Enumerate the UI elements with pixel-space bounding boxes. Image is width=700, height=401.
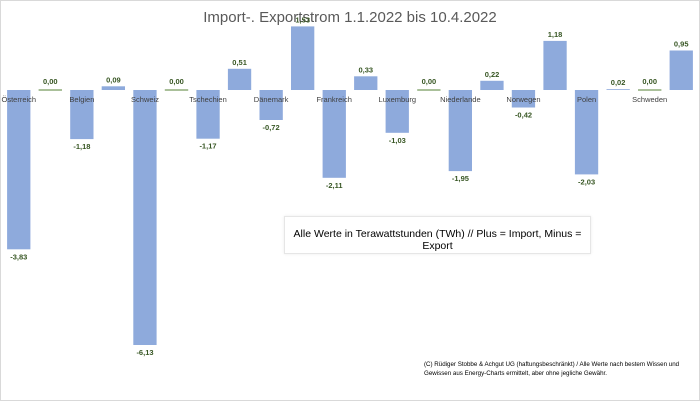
category-label-2: Belgien <box>69 95 94 104</box>
bar-18 <box>574 90 599 175</box>
value-label-21: 0,95 <box>674 40 689 49</box>
value-label-4: -6,13 <box>136 348 153 357</box>
category-label-16: Norwegen <box>506 95 540 104</box>
category-label-14: Niederlande <box>440 95 480 104</box>
value-label-18: -2,03 <box>578 177 595 186</box>
bar-0 <box>7 90 31 250</box>
value-label-1: 0,00 <box>43 77 58 86</box>
value-label-16: -0,42 <box>515 111 532 120</box>
value-label-11: 0,33 <box>358 65 373 74</box>
value-label-14: -1,95 <box>452 174 469 183</box>
bar-9 <box>291 26 315 90</box>
bar-16 <box>511 90 536 108</box>
value-label-13: 0,00 <box>422 77 437 86</box>
category-label-10: Frankreich <box>316 95 351 104</box>
bar-6 <box>196 90 220 139</box>
category-label-8: Dänemark <box>254 95 289 104</box>
value-label-17: 1,18 <box>548 30 563 39</box>
bar-12 <box>385 90 409 133</box>
value-label-15: 0,22 <box>485 70 500 79</box>
bar-4 <box>133 90 157 345</box>
value-label-10: -2,11 <box>326 181 343 190</box>
value-label-20: 0,00 <box>642 77 657 86</box>
value-label-12: -1,03 <box>389 136 406 145</box>
value-label-9: 1,53 <box>295 15 310 24</box>
bar-2 <box>70 90 94 140</box>
value-label-2: -1,18 <box>73 142 90 151</box>
bar-19 <box>606 89 630 90</box>
value-label-8: -0,72 <box>263 123 280 132</box>
bar-17 <box>543 40 567 90</box>
value-label-7: 0,51 <box>232 58 247 67</box>
category-label-18: Polen <box>577 95 596 104</box>
category-label-6: Tschechien <box>189 95 227 104</box>
category-label-12: Luxemburg <box>379 95 417 104</box>
value-label-0: -3,83 <box>10 252 27 261</box>
value-label-19: 0,02 <box>611 78 626 87</box>
annotation-box: Alle Werte in Terawattstunden (TWh) // P… <box>284 216 591 254</box>
category-label-0: Österreich <box>2 95 37 104</box>
bar-7 <box>227 68 252 90</box>
bar-8 <box>259 90 283 120</box>
bar-3 <box>101 86 125 90</box>
value-label-3: 0,09 <box>106 75 121 84</box>
value-label-6: -1,17 <box>199 142 216 151</box>
bar-21 <box>669 50 693 90</box>
value-label-5: 0,00 <box>169 77 184 86</box>
bar-14 <box>448 90 472 172</box>
bar-11 <box>354 76 378 90</box>
annotation-text: Alle Werte in Terawattstunden (TWh) // P… <box>293 228 582 252</box>
category-label-4: Schweiz <box>131 95 159 104</box>
footer-text: (C) Rüdiger Stobbe & Achgut UG (haftungs… <box>424 361 680 377</box>
chart-title: Import-. Exportstrom 1.1.2022 bis 10.4.2… <box>203 9 497 26</box>
bar-15 <box>480 80 504 90</box>
category-label-20: Schweden <box>632 95 667 104</box>
footer-box: (C) Rüdiger Stobbe & Achgut UG (haftungs… <box>421 359 683 385</box>
bar-10 <box>322 90 346 178</box>
